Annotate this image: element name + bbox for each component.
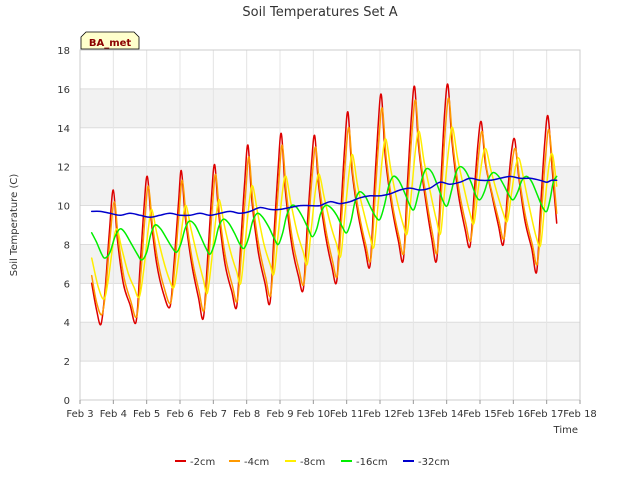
x-tick-label: Feb 8 [233,409,260,420]
series-line-16cm [90,165,558,261]
series-line-4cm [90,97,558,319]
chart-title: Soil Temperatures Set A [242,5,397,20]
y-tick-label: 0 [64,396,70,407]
x-tick-label: Feb 7 [200,409,227,420]
plot-band [80,322,580,362]
x-tick-label: Feb 16 [497,409,531,420]
y-tick-label: 12 [57,163,70,174]
x-tick-label: Feb 17 [530,409,564,420]
plot-band [80,283,580,323]
x-axis-label: Time [553,425,578,436]
station-badge-box [80,31,140,50]
x-axis-ticks: Feb 3 Feb 4 Feb 5 Feb 6 Feb 7 Feb 8 Feb 9 Feb 1… [66,400,597,420]
legend-label: -4cm [244,457,269,468]
x-tick-label: Feb 6 [166,409,193,420]
y-tick-label: 10 [57,202,70,213]
x-tick-label: Feb 9 [266,409,293,420]
x-tick-label: Feb 3 [66,409,93,420]
plot-band [80,127,580,167]
y-tick-label: 6 [64,279,70,290]
station-badge-label: BA_met [89,38,132,49]
series-line-8cm [90,126,558,300]
x-tick-label: Feb 18 [563,409,597,420]
x-tick-label: Feb 4 [100,409,127,420]
x-tick-label: Feb 5 [133,409,160,420]
y-tick-label: 2 [64,357,70,368]
y-tick-label: 16 [57,85,70,96]
y-tick-label: 4 [64,318,70,329]
plot-band [80,166,580,206]
y-tick-label: 18 [57,46,70,57]
legend-label: -8cm [300,457,325,468]
y-axis-ticks: 0 2 4 6 8 10 12 14 16 18 [57,46,70,407]
plot-band [80,50,580,89]
series-line-32cm [90,175,558,218]
station-badge: BA_met [80,31,140,50]
y-tick-label: 14 [57,124,70,135]
legend-label: -32cm [418,457,450,468]
legend-label: -2cm [190,457,215,468]
plot-area-frame [79,49,581,401]
x-tick-label: Feb 10 [297,409,331,420]
x-tick-label: Feb 14 [430,409,464,420]
legend: -2cm -4cm -8cm -16cm -32cm [175,457,450,468]
x-tick-label: Feb 13 [397,409,431,420]
plot-band [80,361,580,400]
x-tick-label: Feb 11 [330,409,364,420]
plot-band [80,88,580,128]
y-tick-label: 8 [64,240,70,251]
legend-label: -16cm [356,457,388,468]
x-tick-label: Feb 12 [363,409,397,420]
series-lines [90,83,558,326]
x-tick-label: Feb 15 [463,409,497,420]
y-axis-label: Soil Temperature (C) [9,174,20,277]
